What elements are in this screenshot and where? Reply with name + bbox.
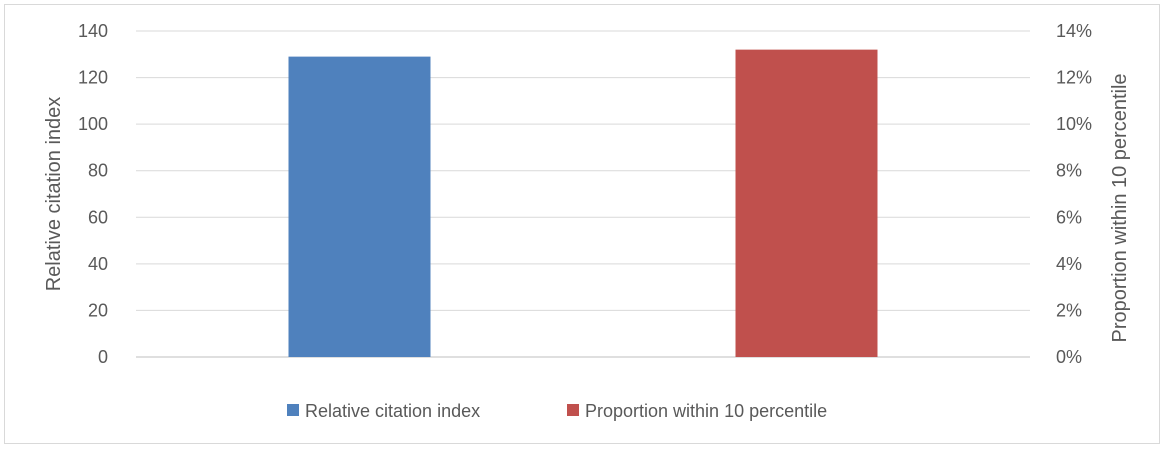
right-tick-label: 2% xyxy=(1056,300,1082,320)
legend-label-proportion-within-10-percentile: Proportion within 10 percentile xyxy=(585,401,827,421)
left-axis-ticks: 0 20 40 60 80 100 120 140 xyxy=(78,21,108,367)
legend-swatch-relative-citation-index xyxy=(287,404,299,416)
right-tick-label: 0% xyxy=(1056,347,1082,367)
gridlines xyxy=(136,30,1030,358)
bar-proportion-within-10-percentile xyxy=(735,49,878,357)
bars xyxy=(288,49,878,357)
left-tick-label: 40 xyxy=(88,254,108,274)
right-tick-label: 14% xyxy=(1056,21,1092,41)
legend-label-relative-citation-index: Relative citation index xyxy=(305,401,480,421)
right-tick-label: 10% xyxy=(1056,114,1092,134)
right-tick-label: 4% xyxy=(1056,254,1082,274)
right-tick-label: 8% xyxy=(1056,161,1082,181)
left-axis-title: Relative citation index xyxy=(43,97,65,292)
right-tick-label: 12% xyxy=(1056,68,1092,88)
left-tick-label: 140 xyxy=(78,21,108,41)
left-tick-label: 20 xyxy=(88,300,108,320)
left-tick-label: 120 xyxy=(78,68,108,88)
right-axis-ticks: 0% 2% 4% 6% 8% 10% 12% 14% xyxy=(1056,21,1092,367)
right-tick-label: 6% xyxy=(1056,207,1082,227)
legend: Relative citation index Proportion withi… xyxy=(287,401,827,421)
left-tick-label: 80 xyxy=(88,161,108,181)
left-tick-label: 100 xyxy=(78,114,108,134)
left-tick-label: 60 xyxy=(88,207,108,227)
legend-swatch-proportion-within-10-percentile xyxy=(567,404,579,416)
left-tick-label: 0 xyxy=(98,347,108,367)
bar-relative-citation-index xyxy=(288,56,431,357)
right-axis-title: Proportion within 10 percentile xyxy=(1109,73,1131,342)
